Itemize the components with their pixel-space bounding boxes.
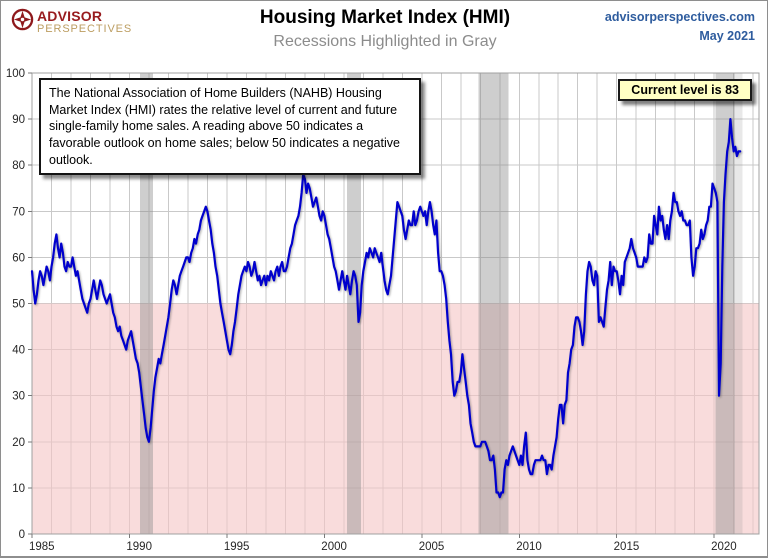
- y-tick-label: 30: [12, 391, 25, 403]
- y-tick-label: 60: [12, 252, 25, 264]
- y-axis-labels: 0 10 20 30 40 50 60 70 80 90 100: [6, 68, 25, 541]
- logo-wordmark-perspectives: PERSPECTIVES: [37, 23, 133, 35]
- header-meta: advisorperspectives.com May 2021: [605, 8, 755, 46]
- axis-ticks: [28, 72, 715, 538]
- recession-band: [735, 73, 743, 534]
- x-tick-label: 1985: [29, 541, 55, 553]
- chart-annotation-box: The National Association of Home Builder…: [39, 78, 421, 176]
- y-tick-label: 40: [12, 345, 25, 357]
- y-tick-label: 90: [12, 114, 25, 126]
- date-text: May 2021: [699, 28, 755, 43]
- recession-band: [715, 73, 736, 534]
- x-tick-label: 1995: [224, 541, 250, 553]
- y-tick-label: 10: [12, 483, 25, 495]
- page-subtitle: Recessions Highlighted in Gray: [273, 33, 497, 50]
- x-tick-label: 2020: [711, 541, 737, 553]
- recession-band: [347, 73, 362, 534]
- y-tick-label: 100: [6, 68, 25, 80]
- x-tick-label: 2010: [516, 541, 542, 553]
- logo-text: ADVISOR PERSPECTIVES: [37, 8, 132, 35]
- recession-band: [139, 73, 154, 534]
- advisor-perspectives-logo: ADVISOR PERSPECTIVES: [11, 8, 132, 35]
- website-text: advisorperspectives.com: [604, 10, 755, 24]
- page-title: Housing Market Index (HMI): [259, 7, 511, 28]
- compass-rose-icon: [11, 8, 34, 31]
- y-tick-label: 50: [12, 299, 25, 311]
- x-tick-label: 2000: [321, 541, 347, 553]
- y-tick-label: 70: [12, 206, 25, 218]
- below-50-region: [32, 303, 759, 534]
- x-tick-label: 1990: [126, 541, 152, 553]
- logo-wordmark-advisor: ADVISOR: [37, 8, 103, 24]
- y-tick-label: 80: [12, 160, 25, 172]
- y-tick-label: 20: [12, 437, 25, 449]
- x-tick-label: 2015: [614, 541, 640, 553]
- y-tick-label: 0: [19, 529, 25, 541]
- title-block: Housing Market Index (HMI) Recessions Hi…: [155, 7, 615, 51]
- current-level-badge: Current level is 83: [618, 79, 752, 101]
- hmi-line: [30, 117, 742, 499]
- x-tick-label: 2005: [419, 541, 445, 553]
- x-axis-labels: 1985 1990 1995 2000 2005 2010 2015 2020: [29, 541, 737, 553]
